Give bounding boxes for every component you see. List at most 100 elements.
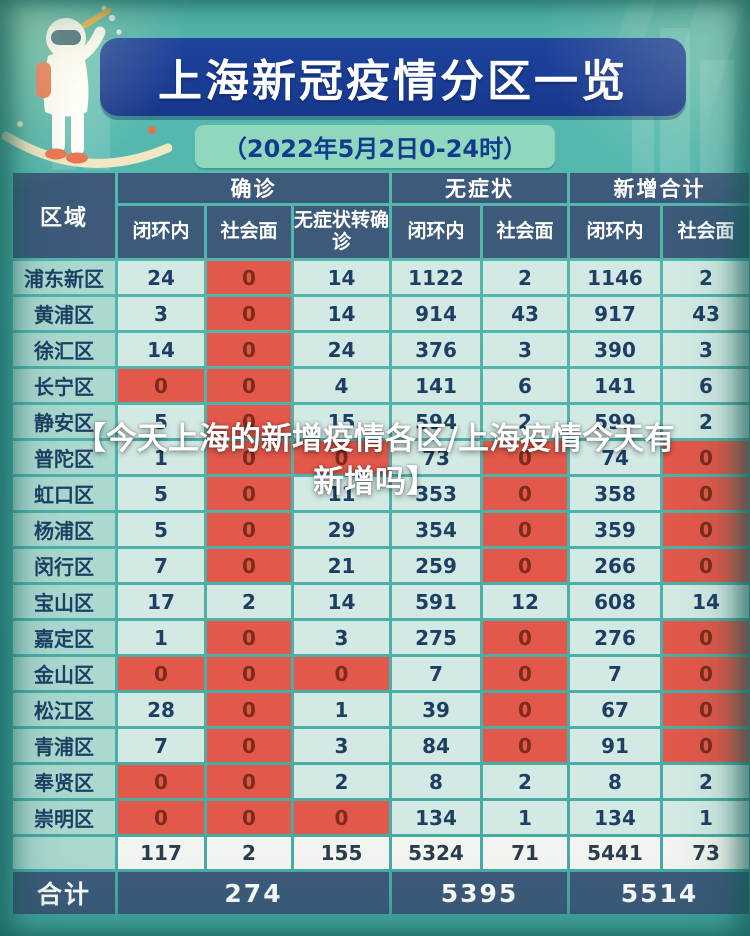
district-row: 长宁区 0 0 4 141 6 141 6 bbox=[13, 369, 750, 402]
total-label-cell: 合计 bbox=[13, 872, 115, 914]
value-cell: 2 bbox=[663, 261, 750, 294]
district-name-cell: 青浦区 bbox=[13, 729, 115, 762]
value-cell: 2 bbox=[483, 765, 568, 798]
asymptomatic-closed-loop-header: 闭环内 bbox=[392, 206, 481, 258]
value-cell: 1122 bbox=[392, 261, 481, 294]
watermark-caption-line2: 新增吗】 bbox=[313, 463, 437, 500]
total-asymptomatic-cell: 5395 bbox=[392, 872, 568, 914]
value-cell: 141 bbox=[570, 369, 661, 402]
value-cell: 5 bbox=[118, 513, 204, 546]
value-cell: 608 bbox=[570, 585, 661, 618]
value-cell: 21 bbox=[294, 549, 390, 582]
value-cell: 359 bbox=[570, 513, 661, 546]
value-cell: 14 bbox=[294, 585, 390, 618]
value-cell: 3 bbox=[118, 297, 204, 330]
district-name-cell: 普陀区 bbox=[13, 441, 115, 474]
value-cell: 11 bbox=[294, 477, 390, 510]
value-cell: 67 bbox=[570, 693, 661, 726]
new-total-community-header: 社会面 bbox=[663, 206, 750, 258]
value-cell: 0 bbox=[294, 441, 390, 474]
total-row: 合计 274 5395 5514 bbox=[13, 872, 750, 914]
value-cell: 3 bbox=[294, 621, 390, 654]
value-cell: 0 bbox=[483, 729, 568, 762]
subtotal-cell: 71 bbox=[483, 837, 568, 869]
district-name-cell: 松江区 bbox=[13, 693, 115, 726]
value-cell: 0 bbox=[207, 765, 291, 798]
value-cell: 7 bbox=[118, 549, 204, 582]
region-column-header: 区域 bbox=[13, 173, 115, 258]
value-cell: 14 bbox=[663, 585, 750, 618]
value-cell: 0 bbox=[207, 369, 291, 402]
value-cell: 591 bbox=[392, 585, 481, 618]
value-cell: 0 bbox=[207, 405, 291, 438]
value-cell: 3 bbox=[294, 729, 390, 762]
confirmed-group-header: 确诊 bbox=[118, 173, 390, 203]
district-row: 金山区 0 0 0 7 0 7 0 bbox=[13, 657, 750, 690]
subtotal-cell: 2 bbox=[207, 837, 291, 869]
value-cell: 28 bbox=[118, 693, 204, 726]
value-cell: 8 bbox=[392, 765, 481, 798]
district-name-cell: 长宁区 bbox=[13, 369, 115, 402]
value-cell: 134 bbox=[570, 801, 661, 834]
value-cell: 0 bbox=[294, 801, 390, 834]
district-name-cell: 闵行区 bbox=[13, 549, 115, 582]
district-row: 黄浦区 3 0 14 914 43 917 43 bbox=[13, 297, 750, 330]
value-cell: 353 bbox=[392, 477, 481, 510]
covid-district-table: 区域 确诊 无症状 新增合计 闭环内 社会面 无症状转确诊 闭环内 社会面 闭环… bbox=[10, 170, 750, 917]
value-cell: 0 bbox=[663, 477, 750, 510]
district-row: 宝山区 17 2 14 591 12 608 14 bbox=[13, 585, 750, 618]
value-cell: 8 bbox=[570, 765, 661, 798]
value-cell: 141 bbox=[392, 369, 481, 402]
value-cell: 376 bbox=[392, 333, 481, 366]
value-cell: 1 bbox=[118, 621, 204, 654]
district-row: 普陀区 1 0 0 73 0 74 0 bbox=[13, 441, 750, 474]
value-cell: 0 bbox=[663, 693, 750, 726]
building-shape bbox=[700, 60, 734, 175]
district-name-cell: 宝山区 bbox=[13, 585, 115, 618]
value-cell: 0 bbox=[207, 621, 291, 654]
value-cell: 134 bbox=[392, 801, 481, 834]
value-cell: 0 bbox=[663, 729, 750, 762]
value-cell: 0 bbox=[483, 621, 568, 654]
total-confirmed-cell: 274 bbox=[118, 872, 390, 914]
table-footer: 117 2 155 5324 71 5441 73 合计 274 5395 55… bbox=[13, 837, 750, 914]
value-cell: 14 bbox=[294, 297, 390, 330]
header-sub-row: 闭环内 社会面 无症状转确诊 闭环内 社会面 闭环内 社会面 bbox=[13, 206, 750, 258]
value-cell: 914 bbox=[392, 297, 481, 330]
value-cell: 3 bbox=[663, 333, 750, 366]
value-cell: 358 bbox=[570, 477, 661, 510]
value-cell: 0 bbox=[207, 729, 291, 762]
value-cell: 2 bbox=[483, 405, 568, 438]
value-cell: 5 bbox=[118, 477, 204, 510]
value-cell: 43 bbox=[663, 297, 750, 330]
value-cell: 2 bbox=[207, 585, 291, 618]
value-cell: 0 bbox=[483, 477, 568, 510]
asymptomatic-group-header: 无症状 bbox=[392, 173, 568, 203]
value-cell: 7 bbox=[118, 729, 204, 762]
value-cell: 0 bbox=[118, 369, 204, 402]
value-cell: 0 bbox=[483, 657, 568, 690]
value-cell: 275 bbox=[392, 621, 481, 654]
watermark-caption-line1: 【今天上海的新增疫情各区/上海疫情今天有 bbox=[74, 421, 676, 457]
value-cell: 2 bbox=[663, 765, 750, 798]
value-cell: 599 bbox=[570, 405, 661, 438]
hazmat-sprayer-mascot-icon bbox=[36, 5, 122, 164]
district-row: 松江区 28 0 1 39 0 67 0 bbox=[13, 693, 750, 726]
district-name-cell: 崇明区 bbox=[13, 801, 115, 834]
poster-subtitle: （2022年5月2日0-24时） bbox=[194, 125, 556, 168]
value-cell: 0 bbox=[663, 441, 750, 474]
value-cell: 390 bbox=[570, 333, 661, 366]
value-cell: 0 bbox=[294, 657, 390, 690]
district-row: 杨浦区 5 0 29 354 0 359 0 bbox=[13, 513, 750, 546]
value-cell: 0 bbox=[207, 693, 291, 726]
district-row: 闵行区 7 0 21 259 0 266 0 bbox=[13, 549, 750, 582]
value-cell: 0 bbox=[118, 657, 204, 690]
district-name-cell: 徐汇区 bbox=[13, 333, 115, 366]
value-cell: 276 bbox=[570, 621, 661, 654]
value-cell: 12 bbox=[483, 585, 568, 618]
asymptomatic-community-header: 社会面 bbox=[483, 206, 568, 258]
value-cell: 0 bbox=[207, 441, 291, 474]
value-cell: 1 bbox=[483, 801, 568, 834]
value-cell: 0 bbox=[663, 621, 750, 654]
district-name-cell: 奉贤区 bbox=[13, 765, 115, 798]
